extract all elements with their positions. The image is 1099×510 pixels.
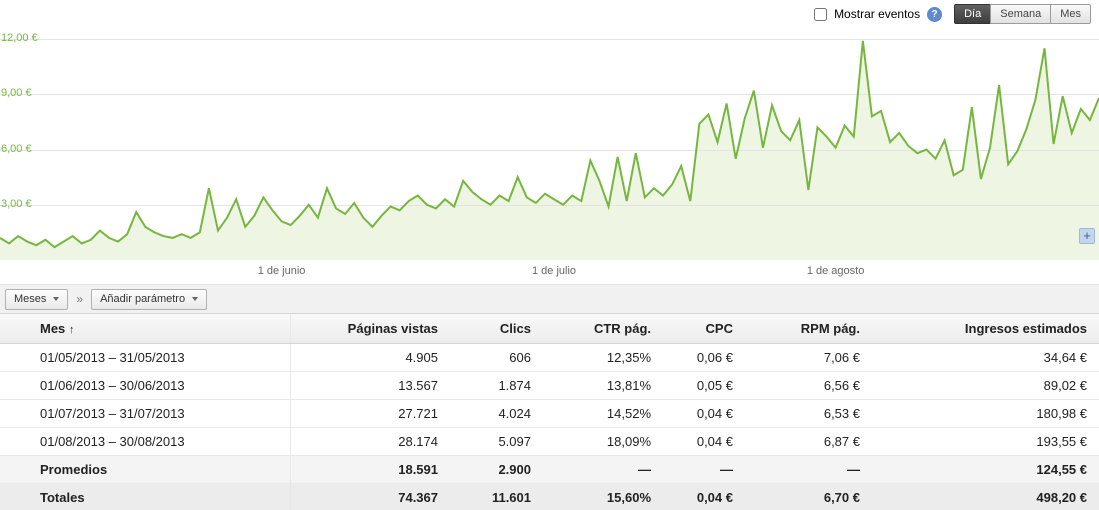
tab-mes[interactable]: Mes <box>1050 4 1091 24</box>
show-events-checkbox[interactable] <box>814 7 828 21</box>
earnings-cell: 89,02 € <box>872 371 1099 400</box>
pageviews-cell: 28.174 <box>290 427 450 456</box>
totals-label: Totales <box>0 483 291 510</box>
x-axis-label: 1 de agosto <box>806 265 865 277</box>
earnings-cell: 498,20 € <box>872 483 1099 510</box>
earnings-chart: 12,00 € 9,00 € 6,00 € 3,00 € + <box>0 28 1099 260</box>
rpm-cell: 6,70 € <box>745 483 872 510</box>
gridline <box>0 149 1099 151</box>
group-by-dropdown[interactable]: Meses <box>5 288 69 310</box>
add-parameter-label: Añadir parámetro <box>100 293 186 305</box>
add-parameter-dropdown[interactable]: Añadir parámetro <box>91 288 208 310</box>
column-header-paginas-vistas[interactable]: Páginas vistas <box>290 314 450 344</box>
y-axis-label: 3,00 € <box>1 197 32 210</box>
ctr-cell: 15,60% <box>543 483 663 510</box>
rpm-cell: 6,87 € <box>745 427 872 456</box>
column-header-ingresos[interactable]: Ingresos estimados <box>872 314 1099 344</box>
month-range-cell: 01/06/2013 – 30/06/2013 <box>0 371 291 400</box>
table-row: 01/07/2013 – 31/07/2013 27.721 4.024 14,… <box>0 399 1099 428</box>
monthly-report-table: Mes ↑ Páginas vistas Clics CTR pág. CPC … <box>0 314 1099 510</box>
chevron-down-icon <box>53 297 60 301</box>
chart-line <box>0 28 1099 260</box>
group-by-label: Meses <box>14 293 47 305</box>
clicks-cell: 4.024 <box>450 399 543 428</box>
cpc-cell: 0,04 € <box>663 399 745 428</box>
ctr-cell: 12,35% <box>543 343 663 372</box>
y-axis-label: 12,00 € <box>1 32 38 45</box>
ctr-cell: 18,09% <box>543 427 663 456</box>
gridline <box>0 94 1099 96</box>
y-axis-label: 9,00 € <box>1 87 32 100</box>
clicks-cell: 1.874 <box>450 371 543 400</box>
earnings-cell: 193,55 € <box>872 427 1099 456</box>
pageviews-cell: 18.591 <box>290 455 450 484</box>
gridline <box>0 39 1099 41</box>
x-axis-label: 1 de junio <box>257 265 306 277</box>
sort-ascending-icon: ↑ <box>68 324 75 336</box>
column-header-clics[interactable]: Clics <box>450 314 543 344</box>
pageviews-cell: 13.567 <box>290 371 450 400</box>
earnings-cell: 180,98 € <box>872 399 1099 428</box>
clicks-cell: 606 <box>450 343 543 372</box>
cpc-cell: 0,06 € <box>663 343 745 372</box>
rpm-cell: 6,53 € <box>745 399 872 428</box>
pageviews-cell: 27.721 <box>290 399 450 428</box>
rpm-cell: 6,56 € <box>745 371 872 400</box>
averages-row: Promedios 18.591 2.900 — — — 124,55 € <box>0 455 1099 484</box>
column-header-ctr[interactable]: CTR pág. <box>543 314 663 344</box>
table-row: 01/05/2013 – 31/05/2013 4.905 606 12,35%… <box>0 343 1099 372</box>
chart-options-bar: Mostrar eventos ? Día Semana Mes <box>0 0 1099 28</box>
x-axis-label: 1 de julio <box>532 265 577 277</box>
clicks-cell: 5.097 <box>450 427 543 456</box>
table-header-row: Mes ↑ Páginas vistas Clics CTR pág. CPC … <box>0 314 1099 344</box>
cpc-cell: 0,04 € <box>663 427 745 456</box>
month-range-cell: 01/08/2013 – 30/08/2013 <box>0 427 291 456</box>
column-header-mes[interactable]: Mes ↑ <box>0 314 291 344</box>
pageviews-cell: 4.905 <box>290 343 450 372</box>
y-axis-label: 6,00 € <box>1 142 32 155</box>
help-icon[interactable]: ? <box>927 6 943 22</box>
column-header-rpm[interactable]: RPM pág. <box>745 314 872 344</box>
rpm-cell: 7,06 € <box>745 343 872 372</box>
tab-semana[interactable]: Semana <box>990 4 1052 24</box>
toolbar-separator: » <box>76 292 84 306</box>
earnings-cell: 34,64 € <box>872 343 1099 372</box>
cpc-cell: — <box>663 455 745 484</box>
month-range-cell: 01/05/2013 – 31/05/2013 <box>0 343 291 372</box>
clicks-cell: 11.601 <box>450 483 543 510</box>
tab-dia[interactable]: Día <box>954 4 992 24</box>
x-axis: 1 de junio 1 de julio 1 de agosto <box>0 260 1099 284</box>
table-row: 01/08/2013 – 30/08/2013 28.174 5.097 18,… <box>0 427 1099 456</box>
column-header-cpc[interactable]: CPC <box>663 314 745 344</box>
cpc-cell: 0,04 € <box>663 483 745 510</box>
pageviews-cell: 74.367 <box>290 483 450 510</box>
ctr-cell: — <box>543 455 663 484</box>
totals-row: Totales 74.367 11.601 15,60% 0,04 € 6,70… <box>0 483 1099 510</box>
table-row: 01/06/2013 – 30/06/2013 13.567 1.874 13,… <box>0 371 1099 400</box>
show-events-label[interactable]: Mostrar eventos <box>834 7 921 21</box>
chevron-down-icon <box>192 297 199 301</box>
averages-label: Promedios <box>0 455 291 484</box>
earnings-cell: 124,55 € <box>872 455 1099 484</box>
rpm-cell: — <box>745 455 872 484</box>
month-range-cell: 01/07/2013 – 31/07/2013 <box>0 399 291 428</box>
gridline <box>0 204 1099 206</box>
report-toolbar: Meses » Añadir parámetro <box>0 284 1099 314</box>
ctr-cell: 14,52% <box>543 399 663 428</box>
cpc-cell: 0,05 € <box>663 371 745 400</box>
date-granularity-tabs: Día Semana Mes <box>954 4 1091 24</box>
zoom-plus-button[interactable]: + <box>1079 228 1095 244</box>
clicks-cell: 2.900 <box>450 455 543 484</box>
ctr-cell: 13,81% <box>543 371 663 400</box>
